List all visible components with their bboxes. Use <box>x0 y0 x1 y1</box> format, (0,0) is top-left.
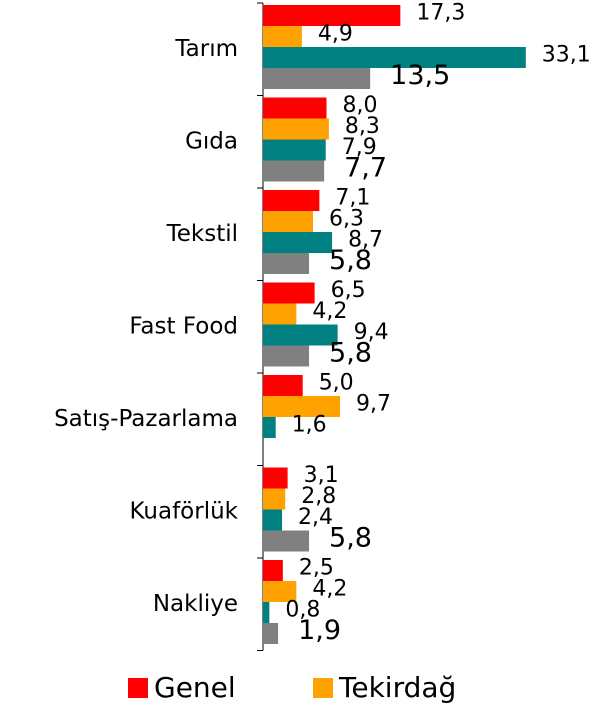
value-label: 0,8 <box>285 598 320 623</box>
value-label: 5,8 <box>329 523 372 554</box>
value-label: 13,5 <box>390 60 450 91</box>
bar <box>263 324 338 346</box>
value-label: 17,3 <box>416 1 465 26</box>
legend-label: Tekirdağ <box>338 671 456 704</box>
value-label: 8,7 <box>348 228 383 253</box>
y-tick-label: Nakliye <box>153 591 238 617</box>
value-label: 5,0 <box>319 371 354 396</box>
value-label: 4,2 <box>312 299 347 324</box>
value-label: 7,9 <box>342 135 377 160</box>
legend-label: Genel <box>154 671 236 704</box>
value-label: 2,4 <box>298 505 333 530</box>
y-tick-label: Tarım <box>174 36 238 62</box>
bar <box>263 160 325 182</box>
value-label: 5,8 <box>329 338 372 369</box>
bar <box>263 118 329 140</box>
value-label: 9,7 <box>356 392 391 417</box>
value-label: 6,3 <box>329 207 364 232</box>
bar <box>263 396 341 417</box>
y-tick-label: Fast Food <box>129 313 238 339</box>
bar <box>263 139 326 161</box>
bar <box>263 509 283 531</box>
value-label: 3,1 <box>304 463 339 488</box>
value-label: 8,0 <box>343 93 378 118</box>
bar <box>263 68 371 89</box>
bar <box>263 623 279 644</box>
value-label: 1,6 <box>292 413 327 438</box>
y-tick-label: Satış-Pazarlama <box>54 406 238 432</box>
bar <box>263 282 315 304</box>
value-label: 33,1 <box>542 43 591 68</box>
bar <box>263 232 333 253</box>
legend-swatch <box>128 678 148 698</box>
value-label: 6,5 <box>331 278 366 303</box>
bar <box>263 417 276 438</box>
bar <box>263 97 327 119</box>
bar <box>263 467 288 489</box>
bar <box>263 253 310 274</box>
bar <box>263 47 526 68</box>
bar <box>263 26 302 47</box>
bar <box>263 560 283 581</box>
value-label: 8,3 <box>345 114 380 139</box>
legend-swatch <box>313 678 333 698</box>
bar <box>263 303 297 325</box>
bar <box>263 375 303 396</box>
bar <box>263 345 310 367</box>
value-label: 2,5 <box>299 556 334 581</box>
bar <box>263 211 314 232</box>
value-label: 1,9 <box>298 615 341 646</box>
bar <box>263 190 320 211</box>
value-label: 4,9 <box>318 22 353 47</box>
value-label: 5,8 <box>329 245 372 276</box>
value-label: 7,7 <box>344 153 387 184</box>
bar <box>263 530 310 552</box>
value-label: 7,1 <box>335 186 370 211</box>
bar <box>263 602 270 623</box>
bar <box>263 5 401 26</box>
y-tick-label: Kuaförlük <box>129 498 238 524</box>
bar <box>263 581 297 602</box>
value-label: 4,2 <box>312 577 347 602</box>
y-tick-label: Gıda <box>185 128 238 154</box>
bar <box>263 488 286 510</box>
value-label: 9,4 <box>354 320 389 345</box>
value-label: 2,8 <box>301 484 336 509</box>
y-tick-label: Tekstil <box>166 221 238 247</box>
